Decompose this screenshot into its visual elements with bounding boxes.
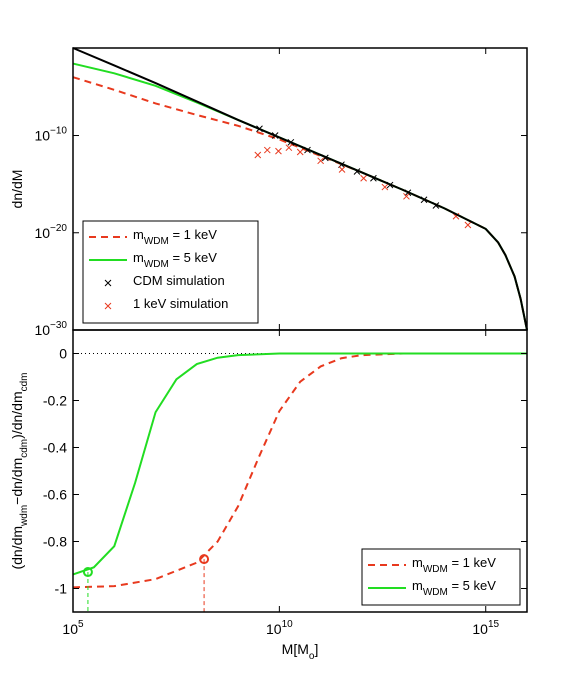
- sim-point: [338, 166, 346, 173]
- legend: mWDM = 1 keV mWDM = 5 keV: [361, 548, 521, 606]
- legend-symbol: [104, 302, 112, 310]
- characteristic-point: [199, 554, 210, 565]
- y-tick-label: 10−30: [34, 320, 67, 338]
- y-tick-label: -0.6: [43, 487, 67, 503]
- series-line: [72, 47, 528, 331]
- sim-point: [285, 144, 293, 152]
- y-axis-label: dn/dM: [9, 170, 25, 209]
- sim-point: [296, 148, 304, 156]
- legend-box: [82, 220, 259, 324]
- sim-point: [403, 192, 410, 200]
- sim-point: [381, 183, 389, 191]
- legend-label: mWDM = 5 keV: [133, 250, 217, 270]
- legend-label: 1 keV simulation: [133, 296, 228, 311]
- y-tick-label: 10−10: [34, 126, 67, 144]
- sim-point: [254, 151, 262, 159]
- legend-box: [361, 548, 521, 606]
- sim-point: [263, 146, 271, 154]
- sim-point: [275, 147, 282, 155]
- y-axis-label: (dn/dmwdm−dn/dmcdm)/dn/dmcdm: [9, 372, 30, 569]
- legend-symbol: [104, 279, 112, 287]
- y-tick-label: -1: [55, 581, 68, 597]
- legend: mWDM = 1 keV mWDM = 5 keV CDM simulation 1 …: [82, 220, 259, 324]
- y-tick-label: -0.2: [43, 393, 67, 409]
- y-tick-label: 0: [59, 346, 67, 362]
- characteristic-point: [82, 567, 93, 578]
- x-axis-label: M[Mo]: [282, 641, 319, 662]
- y-tick-label: -0.8: [43, 534, 67, 550]
- legend-label: mWDM = 1 keV: [133, 227, 217, 247]
- legend-label: mWDM = 1 keV: [412, 555, 496, 575]
- legend-label: CDM simulation: [133, 273, 225, 288]
- sim-point: [317, 157, 324, 165]
- x-tick-label: 105: [62, 619, 84, 637]
- sim-point: [360, 174, 367, 182]
- sim-point: [464, 221, 472, 229]
- legend-label: mWDM = 5 keV: [412, 578, 496, 598]
- y-tick-label: -0.4: [43, 440, 67, 456]
- series-line: [72, 352, 527, 576]
- series-line: [72, 352, 527, 589]
- x-tick-label: 1010: [266, 619, 293, 637]
- panel: 10−10 10−20 10−30 dn/dM mWDM = 1 keV mWDM = 5…: [9, 47, 528, 338]
- y-tick-label: 10−20: [34, 223, 67, 241]
- axes-frame: [72, 329, 528, 613]
- x-tick-label: 1015: [472, 619, 499, 637]
- panel: 0 -0.2 -0.4 -0.6 -0.8 -1 105 1010 1015 M[Mo] (dn/d…: [9, 329, 528, 662]
